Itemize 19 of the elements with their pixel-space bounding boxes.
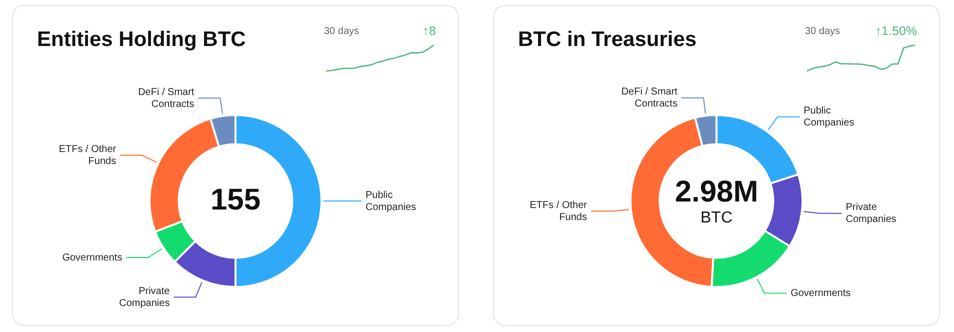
text: BTC (700, 209, 732, 226)
slice-label: Public Companies (366, 190, 416, 213)
slice-label: Private Companies (119, 286, 170, 309)
chart-title: Entities Holding BTC (37, 28, 246, 52)
slice-label: Public Companies (804, 106, 854, 129)
slice-label: DeFi / Smart Contracts (621, 86, 678, 110)
slice-label: Governments (62, 252, 122, 264)
chart-title: 30 days (324, 26, 360, 37)
slice-label: DeFi / Smart Contracts (138, 86, 194, 110)
chart-title: BTC in Treasuries (518, 28, 697, 52)
chart-title: 30 days (805, 26, 840, 37)
text: ↑1.50% (875, 24, 917, 38)
slice-label: Governments (790, 288, 851, 299)
text: ↑8 (422, 24, 436, 38)
text: 155 (210, 183, 261, 216)
text: 2.98M (674, 175, 758, 208)
slice-label: ETFs / Other Funds (58, 144, 117, 167)
slice-label: ETFs / Other Funds (530, 200, 588, 223)
slice-label: Private Companies (846, 202, 896, 226)
